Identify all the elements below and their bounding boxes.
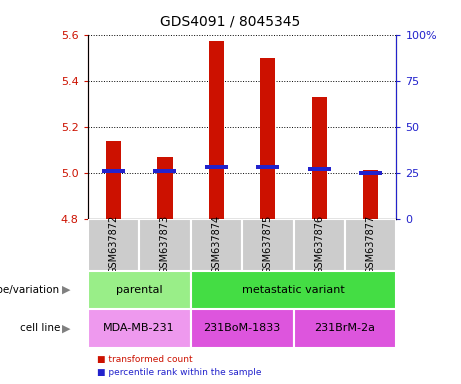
Bar [256, 166, 279, 169]
Bar [260, 58, 276, 219]
Text: MDA-MB-231: MDA-MB-231 [103, 323, 175, 333]
Bar [102, 169, 125, 173]
Bar [359, 171, 382, 175]
Bar [190, 309, 294, 348]
Bar [242, 219, 294, 271]
Bar [88, 309, 190, 348]
Text: GSM637876: GSM637876 [314, 215, 324, 274]
Bar [139, 219, 190, 271]
Bar [312, 97, 327, 219]
Text: ▶: ▶ [62, 323, 71, 333]
Text: GSM637877: GSM637877 [366, 215, 376, 275]
Bar [88, 219, 139, 271]
Text: 231BoM-1833: 231BoM-1833 [203, 323, 281, 333]
Bar [88, 271, 190, 309]
Text: GSM637872: GSM637872 [108, 215, 118, 275]
Bar [157, 157, 172, 219]
Text: parental: parental [116, 285, 162, 295]
Bar [190, 219, 242, 271]
Bar [205, 166, 228, 169]
Text: GSM637874: GSM637874 [211, 215, 221, 274]
Bar [345, 219, 396, 271]
Bar [208, 41, 224, 219]
Bar [363, 170, 378, 219]
Text: GSM637873: GSM637873 [160, 215, 170, 274]
Bar [153, 169, 177, 173]
Text: genotype/variation: genotype/variation [0, 285, 60, 295]
Text: ▶: ▶ [62, 285, 71, 295]
Text: GSM637875: GSM637875 [263, 215, 273, 275]
Text: metastatic variant: metastatic variant [242, 285, 345, 295]
Bar [294, 309, 396, 348]
Bar [190, 271, 396, 309]
Text: cell line: cell line [19, 323, 60, 333]
Bar [106, 141, 121, 219]
Text: ■ percentile rank within the sample: ■ percentile rank within the sample [97, 368, 261, 377]
Text: ■ transformed count: ■ transformed count [97, 354, 192, 364]
Text: 231BrM-2a: 231BrM-2a [314, 323, 375, 333]
Text: GDS4091 / 8045345: GDS4091 / 8045345 [160, 14, 301, 28]
Bar [294, 219, 345, 271]
Bar [307, 167, 331, 171]
